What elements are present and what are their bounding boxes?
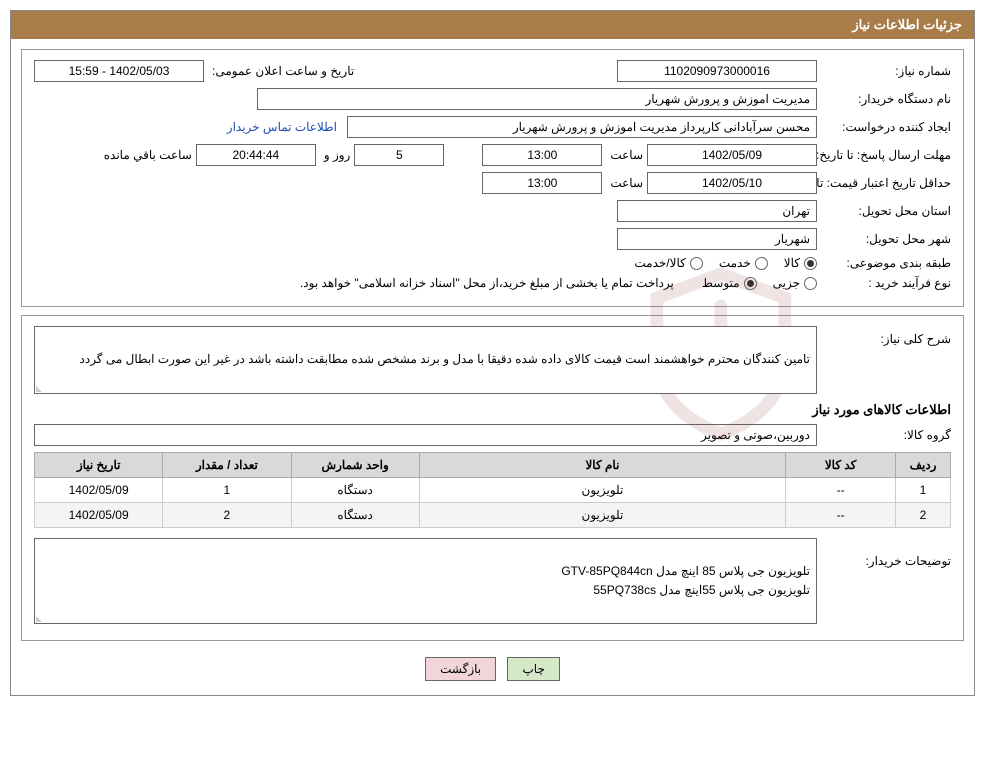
table-header: نام کالا: [419, 452, 785, 477]
label-price-validity: حداقل تاریخ اعتبار قیمت: تا تاریخ:: [821, 176, 951, 190]
details-box: شماره نیاز: 1102090973000016 تاریخ و ساع…: [21, 49, 964, 307]
label-subject-class: طبقه بندی موضوعی:: [821, 256, 951, 270]
value-requester: محسن سرآبادانی کارپرداز مدیریت اموزش و پ…: [347, 116, 817, 138]
table-cell: تلویزیون: [419, 502, 785, 527]
value-reply-date: 1402/05/09: [647, 144, 817, 166]
description-box: شرح کلی نیاز: تامین کنندگان محترم خواهشم…: [21, 315, 964, 641]
button-bar: چاپ بازگشت: [21, 649, 964, 685]
label-city: شهر محل تحویل:: [821, 232, 951, 246]
value-days-remaining: 5: [354, 144, 444, 166]
table-cell: 1: [896, 477, 951, 502]
print-button[interactable]: چاپ: [507, 657, 559, 681]
resize-handle-icon[interactable]: [36, 612, 46, 622]
label-remaining: ساعت باقي مانده: [100, 148, 192, 162]
label-province: استان محل تحویل:: [821, 204, 951, 218]
table-header: واحد شمارش: [291, 452, 419, 477]
label-process: نوع فرآیند خرید :: [821, 276, 951, 290]
value-buyer-notes: تلویزیون جی پلاس 85 اینچ مدل GTV-85PQ844…: [34, 538, 817, 625]
value-price-valid-time: 13:00: [482, 172, 602, 194]
label-hour-1: ساعت: [606, 148, 643, 162]
radio-medium-label: متوسط: [702, 276, 740, 290]
table-cell: دستگاه: [291, 477, 419, 502]
label-reply-deadline: مهلت ارسال پاسخ: تا تاریخ:: [821, 148, 951, 162]
value-need-number: 1102090973000016: [617, 60, 817, 82]
label-requester: ایجاد کننده درخواست:: [821, 120, 951, 134]
radio-medium[interactable]: متوسط: [702, 276, 757, 290]
radio-service[interactable]: خدمت: [719, 256, 768, 270]
table-cell: 2: [896, 502, 951, 527]
main-frame: جزئیات اطلاعات نیاز شماره نیاز: 11020909…: [10, 10, 975, 696]
value-time-remaining: 20:44:44: [196, 144, 316, 166]
radio-partial[interactable]: جزیی: [773, 276, 817, 290]
resize-handle-icon[interactable]: [36, 382, 46, 392]
radio-both[interactable]: کالا/خدمت: [634, 256, 702, 270]
value-reply-time: 13:00: [482, 144, 602, 166]
items-section-title: اطلاعات کالاهای مورد نیاز: [34, 402, 951, 418]
label-general-desc: شرح کلی نیاز:: [821, 326, 951, 346]
label-goods-group: گروه کالا:: [821, 428, 951, 442]
label-announce-datetime: تاریخ و ساعت اعلان عمومی:: [208, 64, 354, 78]
table-cell: دستگاه: [291, 502, 419, 527]
value-city: شهریار: [617, 228, 817, 250]
back-button[interactable]: بازگشت: [425, 657, 496, 681]
table-cell: 1: [163, 477, 291, 502]
buyer-contact-link[interactable]: اطلاعات تماس خریدار: [221, 120, 343, 134]
table-cell: 1402/05/09: [35, 477, 163, 502]
table-header: تعداد / مقدار: [163, 452, 291, 477]
process-group: جزیی متوسط: [702, 276, 817, 290]
title-bar: جزئیات اطلاعات نیاز: [11, 11, 974, 39]
value-goods-group: دوربین،صوتی و تصویر: [34, 424, 817, 446]
items-table: ردیفکد کالانام کالاواحد شمارشتعداد / مقد…: [34, 452, 951, 528]
table-row: 2--تلویزیوندستگاه21402/05/09: [35, 502, 951, 527]
value-price-valid-date: 1402/05/10: [647, 172, 817, 194]
value-announce-datetime: 1402/05/03 - 15:59: [34, 60, 204, 82]
table-row: 1--تلویزیوندستگاه11402/05/09: [35, 477, 951, 502]
table-cell: --: [786, 502, 896, 527]
label-buyer-org: نام دستگاه خریدار:: [821, 92, 951, 106]
label-buyer-notes: توضیحات خریدار:: [821, 538, 951, 568]
table-cell: 1402/05/09: [35, 502, 163, 527]
value-province: تهران: [617, 200, 817, 222]
table-cell: --: [786, 477, 896, 502]
label-need-number: شماره نیاز:: [821, 64, 951, 78]
table-header: کد کالا: [786, 452, 896, 477]
radio-goods[interactable]: کالا: [784, 256, 817, 270]
radio-both-label: کالا/خدمت: [634, 256, 685, 270]
table-header: ردیف: [896, 452, 951, 477]
value-general-desc: تامین کنندگان محترم خواهشمند است قیمت کا…: [34, 326, 817, 394]
process-note: پرداخت تمام یا بخشی از مبلغ خرید،از محل …: [296, 276, 674, 290]
label-hour-2: ساعت: [606, 176, 643, 190]
table-cell: تلویزیون: [419, 477, 785, 502]
content-panel: شماره نیاز: 1102090973000016 تاریخ و ساع…: [11, 39, 974, 695]
table-header: تاریخ نیاز: [35, 452, 163, 477]
radio-partial-label: جزیی: [773, 276, 800, 290]
label-days-and: روز و: [320, 148, 351, 162]
table-cell: 2: [163, 502, 291, 527]
subject-class-group: کالا خدمت کالا/خدمت: [634, 256, 817, 270]
value-buyer-org: مدیریت اموزش و پرورش شهریار: [257, 88, 817, 110]
radio-service-label: خدمت: [719, 256, 751, 270]
radio-goods-label: کالا: [784, 256, 800, 270]
